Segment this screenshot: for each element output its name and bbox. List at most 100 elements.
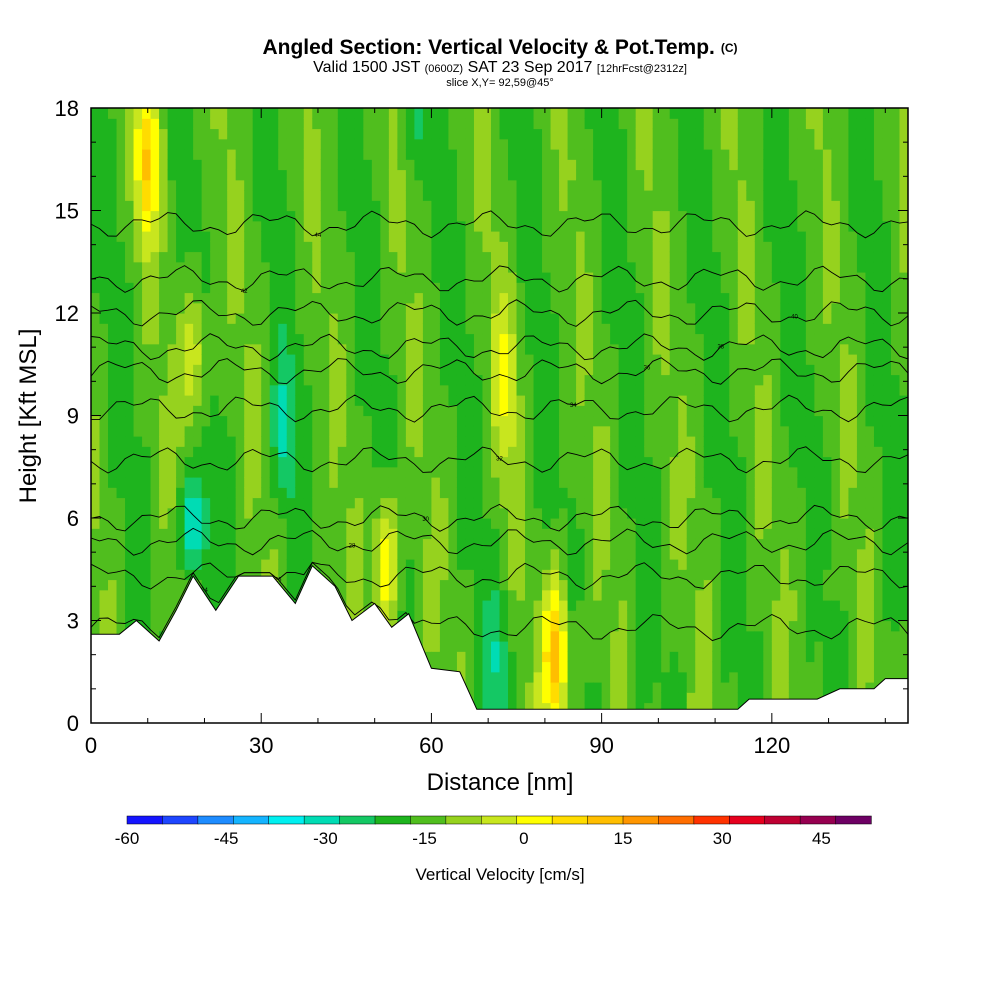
- field-cell: [542, 302, 552, 314]
- field-cell: [397, 231, 407, 242]
- field-cell: [542, 466, 552, 478]
- field-cell: [542, 231, 552, 242]
- field-cell: [499, 323, 509, 335]
- field-cell: [133, 456, 143, 468]
- field-cell: [176, 466, 186, 478]
- field-cell: [746, 456, 756, 468]
- field-cell: [644, 548, 654, 560]
- field-cell: [252, 538, 262, 550]
- field-cell: [644, 425, 654, 437]
- field-cell: [576, 302, 586, 314]
- field-cell: [482, 128, 492, 140]
- field-cell: [159, 302, 169, 314]
- field-cell: [320, 354, 330, 365]
- field-cell: [593, 487, 603, 499]
- field-cell: [473, 220, 484, 232]
- field-cell: [312, 395, 322, 406]
- field-cell: [695, 179, 705, 191]
- field-cell: [567, 179, 577, 191]
- field-cell: [482, 343, 492, 355]
- field-cell: [686, 589, 696, 601]
- field-cell: [235, 528, 245, 540]
- field-cell: [278, 210, 288, 222]
- field-cell: [644, 415, 654, 427]
- field-cell: [439, 220, 450, 232]
- field-cell: [99, 190, 109, 201]
- field-cell: [618, 641, 628, 652]
- field-cell: [286, 313, 296, 324]
- field-cell: [797, 630, 807, 642]
- field-cell: [780, 671, 790, 683]
- field-cell: [559, 702, 569, 714]
- field-cell: [269, 446, 279, 458]
- field-cell: [473, 179, 484, 191]
- field-cell: [337, 333, 347, 345]
- field-cell: [269, 251, 279, 263]
- field-cell: [354, 364, 364, 376]
- field-cell: [465, 118, 475, 130]
- field-cell: [525, 487, 535, 499]
- field-cell: [695, 671, 705, 683]
- field-cell: [780, 159, 790, 171]
- field-cell: [635, 405, 645, 417]
- field-cell: [227, 241, 237, 253]
- field-cell: [99, 313, 109, 324]
- field-cell: [295, 569, 305, 581]
- field-cell: [431, 620, 441, 632]
- field-cell: [133, 610, 143, 622]
- field-cell: [150, 302, 160, 314]
- field-cell: [499, 682, 509, 693]
- field-cell: [184, 384, 194, 396]
- field-cell: [737, 292, 747, 304]
- field-cell: [593, 507, 603, 519]
- field-cell: [414, 200, 424, 212]
- field-cell: [439, 282, 450, 294]
- field-cell: [431, 446, 441, 458]
- field-cell: [184, 538, 194, 550]
- field-cell: [218, 569, 228, 581]
- field-cell: [678, 272, 688, 283]
- field-cell: [286, 251, 296, 263]
- field-cell: [686, 405, 696, 417]
- field-cell: [159, 169, 169, 181]
- field-cell: [244, 190, 254, 201]
- field-cell: [363, 374, 373, 386]
- field-cell: [780, 374, 790, 386]
- field-cell: [431, 477, 441, 488]
- field-cell: [414, 548, 424, 560]
- field-cell: [414, 313, 424, 324]
- field-cell: [422, 641, 433, 652]
- field-cell: [771, 405, 781, 417]
- field-cell: [737, 200, 747, 212]
- field-cell: [644, 384, 654, 396]
- field-cell: [584, 179, 594, 191]
- field-cell: [490, 702, 501, 714]
- field-cell: [695, 610, 705, 622]
- field-cell: [125, 333, 135, 345]
- field-cell: [661, 507, 671, 519]
- field-cell: [397, 343, 407, 355]
- field-cell: [542, 610, 552, 622]
- field-cell: [465, 456, 475, 468]
- field-cell: [235, 548, 245, 560]
- field-cell: [754, 436, 764, 447]
- field-cell: [482, 190, 492, 201]
- field-cell: [703, 159, 713, 171]
- field-cell: [771, 333, 781, 345]
- field-cell: [116, 497, 126, 509]
- field-cell: [601, 671, 611, 683]
- field-cell: [771, 190, 781, 201]
- field-cell: [329, 507, 339, 519]
- field-cell: [610, 589, 620, 601]
- field-cell: [516, 149, 526, 160]
- field-cell: [371, 108, 381, 119]
- field-cell: [678, 600, 688, 611]
- field-cell: [516, 282, 526, 294]
- field-cell: [456, 661, 467, 673]
- field-cell: [422, 487, 433, 499]
- field-cell: [414, 620, 424, 632]
- field-cell: [235, 518, 245, 529]
- field-cell: [414, 159, 424, 171]
- field-cell: [125, 425, 135, 437]
- field-cell: [210, 323, 220, 335]
